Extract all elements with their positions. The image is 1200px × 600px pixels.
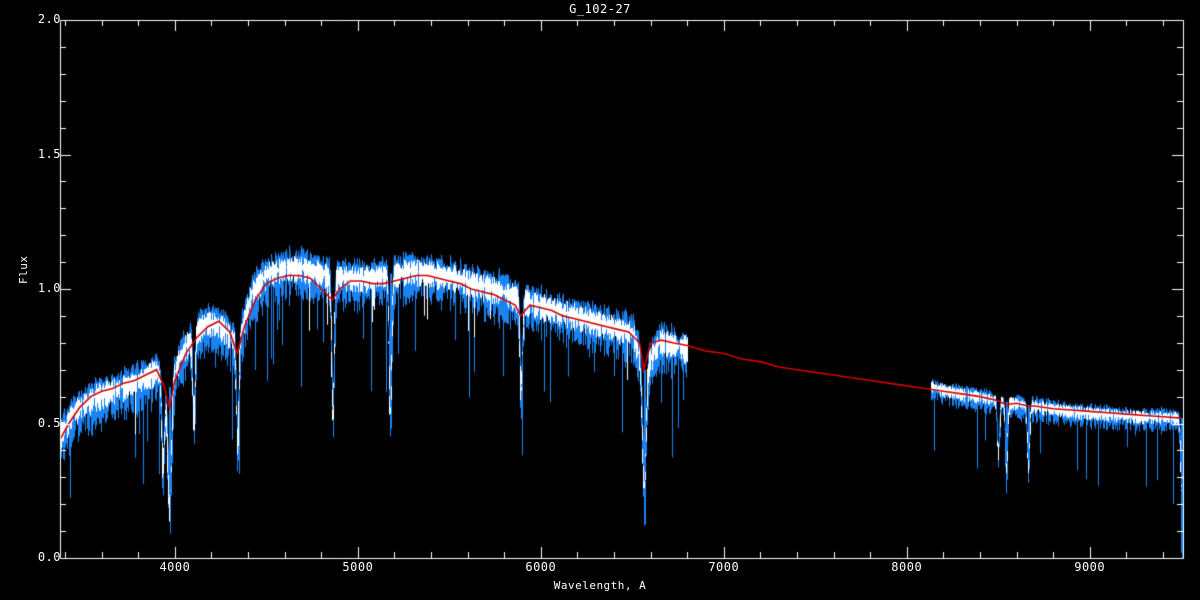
y-tick-label: 1.0 — [37, 281, 61, 295]
y-tick-label: 0.5 — [37, 415, 61, 430]
x-tick-label: 9000 — [1074, 560, 1106, 574]
page-title: G_102-27 — [569, 2, 631, 16]
y-tick-label: 2.0 — [37, 12, 61, 26]
x-tick-label: 4000 — [159, 560, 191, 574]
y-axis-label: Flux — [17, 255, 30, 285]
y-tick-label: 0.0 — [37, 550, 61, 564]
x-tick-label: 6000 — [525, 560, 557, 574]
x-tick-label: 5000 — [342, 560, 374, 574]
x-axis-label: Wavelength, A — [553, 579, 647, 592]
x-tick-label: 8000 — [891, 560, 923, 574]
y-tick-label: 1.5 — [37, 146, 61, 161]
x-tick-label: 7000 — [708, 560, 740, 574]
